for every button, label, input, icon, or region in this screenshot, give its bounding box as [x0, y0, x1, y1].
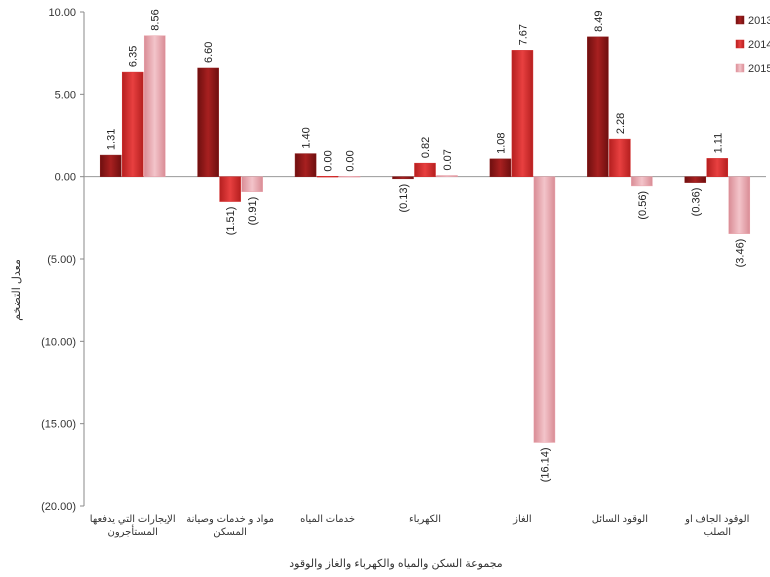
- legend-swatch-2015: [735, 63, 745, 73]
- data-label: (0.36): [690, 188, 702, 217]
- bar-2013: [587, 36, 609, 177]
- y-tick-label: (5.00): [47, 254, 76, 266]
- data-label: 1.11: [712, 133, 724, 154]
- bar-2013: [99, 154, 122, 177]
- bar-2015: [436, 175, 458, 177]
- legend: 2013 2014 2015: [735, 15, 770, 75]
- bar-2013: [197, 67, 219, 177]
- y-tick-label: 10.00: [48, 7, 76, 19]
- data-label: (0.13): [398, 184, 410, 213]
- bar-2014: [609, 138, 631, 177]
- bar-2015: [143, 35, 166, 177]
- data-label: 1.08: [495, 132, 507, 153]
- bar-2014: [414, 162, 436, 177]
- category-label: الوقود الجاف او الصلب: [684, 514, 749, 538]
- data-label: 8.49: [593, 10, 605, 31]
- data-label: 0.07: [442, 149, 454, 170]
- data-label: (16.14): [539, 447, 551, 482]
- data-label: 0.82: [420, 137, 432, 158]
- bar-2014: [316, 176, 339, 178]
- data-label: 0.00: [323, 150, 335, 171]
- data-label: 7.67: [517, 24, 529, 45]
- data-label: 0.00: [345, 150, 357, 171]
- data-label: 2.28: [615, 113, 627, 134]
- bar-2014: [219, 176, 241, 202]
- bar-2015: [241, 176, 263, 192]
- y-tick-label: 5.00: [55, 89, 76, 101]
- bar-2014: [706, 158, 729, 177]
- bar-2015: [338, 176, 361, 178]
- category-label: مواد و خدمات وصيانة المسكن: [186, 514, 274, 538]
- category-label: الإيجارات التي يدفعها المستأجرون: [90, 514, 176, 538]
- data-labels: 1.31 6.60 1.40 (0.13) 1.08 8.49 (0.36) 6.35 (1.5…: [106, 9, 747, 482]
- category-label: الكهرباء: [409, 514, 441, 525]
- category-label: خدمات المياه: [300, 514, 355, 525]
- axes: 10.00 5.00 0.00 (5.00) (10.00) (15.00) (20.00)…: [41, 7, 766, 538]
- bar-2013: [489, 158, 512, 177]
- bar-2013: [684, 176, 707, 183]
- y-tick-label: (10.00): [41, 336, 76, 348]
- data-label: (0.91): [247, 197, 259, 226]
- category-label: الوقود السائل: [592, 514, 648, 525]
- bar-2013: [294, 153, 317, 177]
- legend-label-2014: 2014: [748, 39, 770, 51]
- bar-2014: [511, 50, 534, 177]
- data-label: (0.56): [637, 191, 649, 220]
- y-tick-label: (20.00): [41, 501, 76, 513]
- data-label: 8.56: [150, 9, 162, 30]
- data-label: 1.40: [301, 127, 313, 148]
- legend-swatch-2014: [735, 39, 745, 49]
- data-label: 6.60: [203, 42, 215, 63]
- bar-2015: [631, 176, 653, 187]
- y-axis-title: معدل التضخم: [11, 259, 23, 321]
- bar-2015: [728, 176, 751, 234]
- bar-2014: [121, 71, 144, 177]
- data-label: 6.35: [128, 46, 140, 67]
- legend-label-2013: 2013: [748, 15, 770, 27]
- y-tick-label: 0.00: [55, 172, 76, 184]
- x-axis-title: مجموعة السكن والمياه والكهرباء والغاز وا…: [289, 558, 503, 570]
- bars: [99, 35, 751, 443]
- data-label: (3.46): [734, 239, 746, 268]
- data-label: 1.31: [106, 129, 118, 150]
- y-tick-label: (15.00): [41, 419, 76, 431]
- bar-2013: [392, 176, 414, 180]
- legend-label-2015: 2015: [748, 63, 770, 75]
- legend-swatch-2013: [735, 15, 745, 25]
- data-label: (1.51): [225, 207, 237, 236]
- category-label: الغاز: [512, 514, 532, 525]
- bar-2015: [533, 176, 556, 443]
